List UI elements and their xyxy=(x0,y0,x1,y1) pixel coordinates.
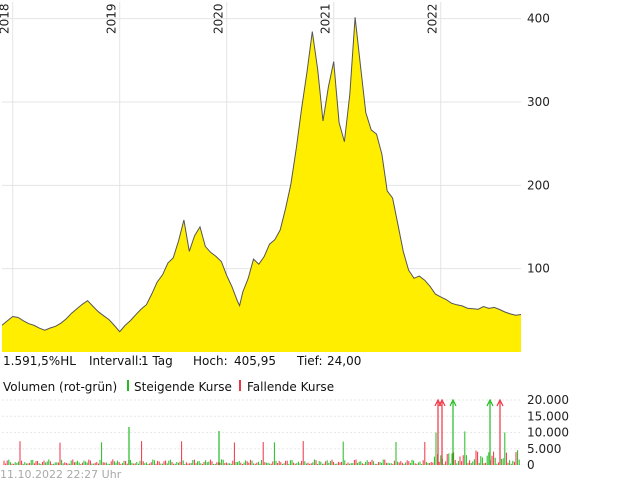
price-area xyxy=(2,17,521,353)
falling-label: Fallende Kurse xyxy=(247,380,335,394)
falling-swatch xyxy=(239,380,241,391)
volume-y-axis: 20.000 15.000 10.000 5.000 0 xyxy=(527,393,569,472)
interval-value: 1 Tag xyxy=(141,354,173,368)
volume-tick-label: 15.000 xyxy=(527,409,569,423)
year-label: 2022 xyxy=(426,3,440,34)
volume-tick-label: 0 xyxy=(527,458,535,472)
price-grid xyxy=(2,2,521,352)
low-label: Tief: xyxy=(297,354,323,368)
year-label: 2019 xyxy=(105,3,119,34)
volume-tick-label: 10.000 xyxy=(527,426,569,440)
price-tick-label: 200 xyxy=(527,178,550,192)
volume-title: Volumen (rot-grün) xyxy=(3,380,118,394)
year-label: 2018 xyxy=(0,3,12,34)
volume-tick-label: 5.000 xyxy=(527,442,561,456)
volume-bars xyxy=(3,398,520,465)
price-tick-label: 300 xyxy=(527,95,550,109)
price-tick-label: 100 xyxy=(527,262,550,276)
volume-spike-arrow xyxy=(486,398,494,407)
volume-spike-arrow xyxy=(496,398,504,407)
rising-label: Steigende Kurse xyxy=(134,380,232,394)
low-value: 24,00 xyxy=(327,354,362,368)
volume-grid xyxy=(2,399,521,466)
interval-label: Intervall: xyxy=(89,354,143,368)
change-value: 1.591,5%HL xyxy=(3,354,76,368)
volume-tick-label: 20.000 xyxy=(527,393,569,407)
rising-swatch xyxy=(127,380,129,391)
price-tick-label: 400 xyxy=(527,12,550,26)
timestamp: 11.10.2022 22:27 Uhr xyxy=(0,468,122,481)
volume-spike-arrow xyxy=(449,398,457,407)
year-axis: 2018 2019 2020 2021 2022 xyxy=(0,3,440,34)
year-label: 2020 xyxy=(212,3,226,34)
price-line xyxy=(1,17,522,333)
high-label: Hoch: xyxy=(193,354,228,368)
year-label: 2021 xyxy=(319,3,333,34)
high-value: 405,95 xyxy=(234,354,276,368)
price-y-axis: 400 300 200 100 xyxy=(527,12,550,276)
volume-spike-arrow xyxy=(438,398,446,407)
